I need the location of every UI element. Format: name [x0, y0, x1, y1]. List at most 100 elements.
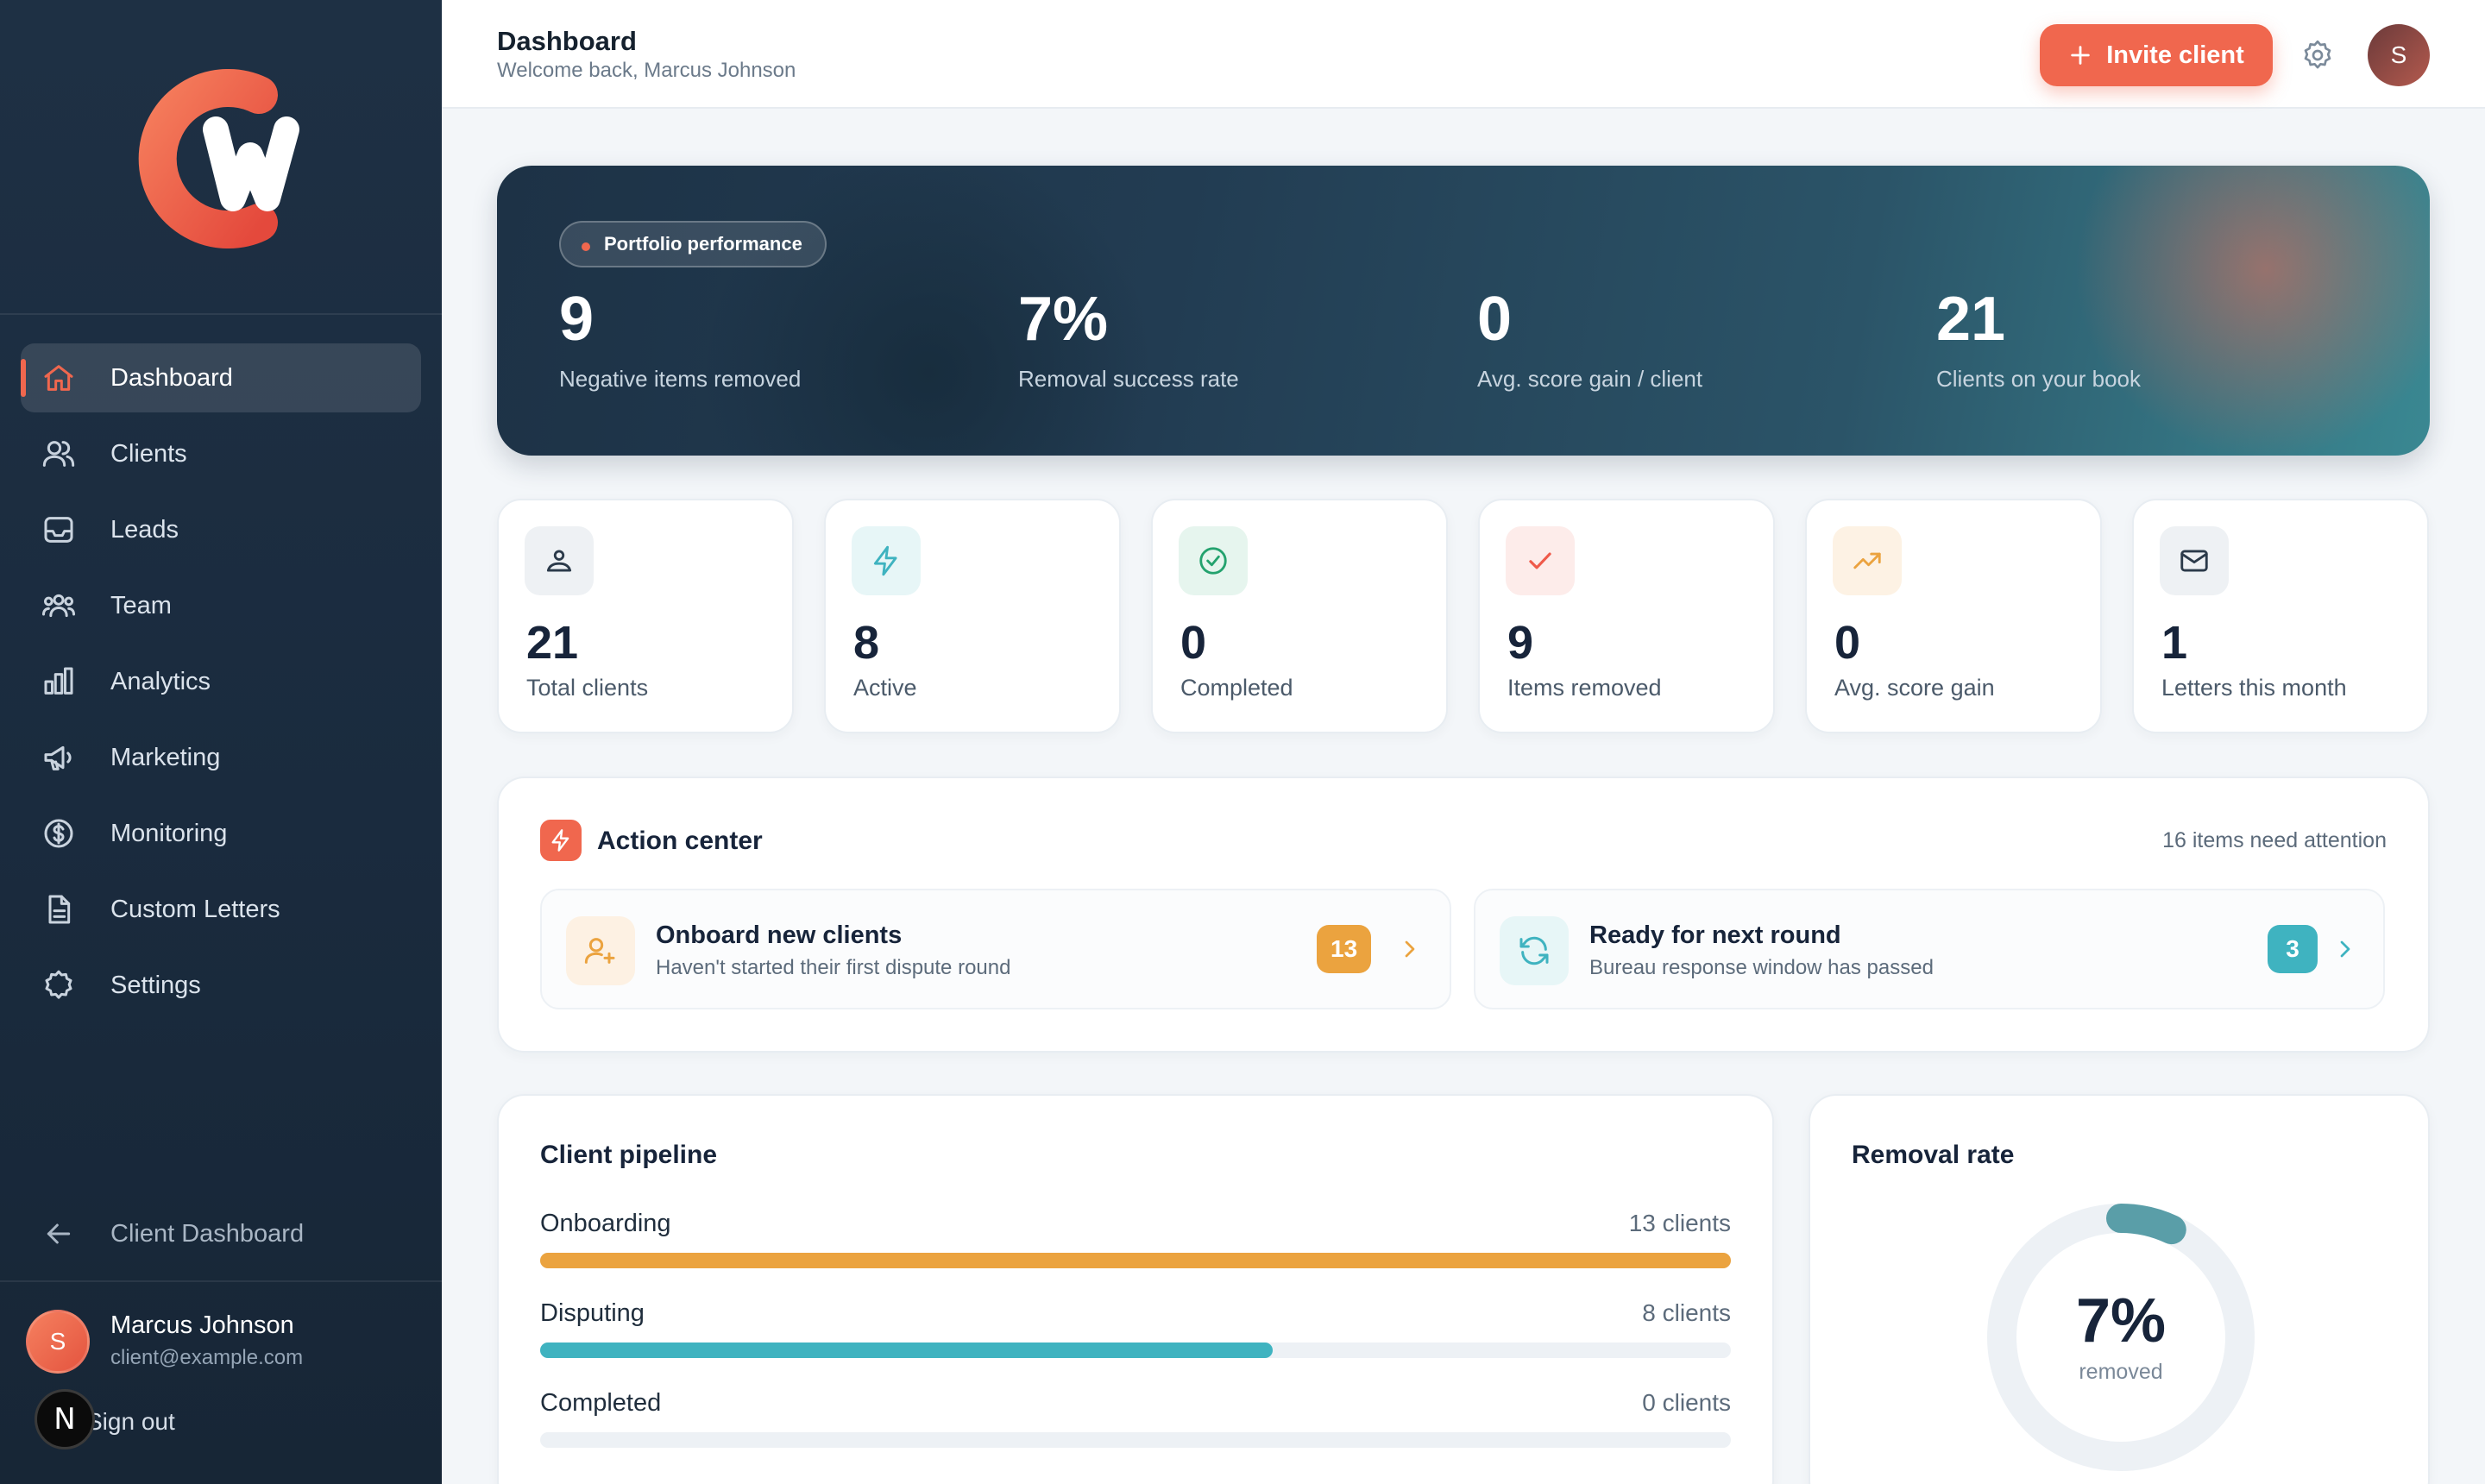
arrow-left-icon [41, 1217, 76, 1251]
home-icon [41, 361, 76, 395]
action-center-title: Action center [597, 827, 763, 855]
sidebar-item-label: Clients [110, 439, 187, 468]
portfolio-hero: Portfolio performance 9 Negative items r… [497, 166, 2430, 456]
megaphone-icon [41, 740, 76, 775]
hero-stat-success-rate: 7% Removal success rate [1018, 288, 1239, 393]
pipeline-fill [540, 1343, 1273, 1358]
sidebar-item-custom-letters[interactable]: Custom Letters [21, 875, 421, 944]
invite-client-button[interactable]: Invite client [2040, 24, 2273, 86]
client-dashboard-label: Client Dashboard [110, 1219, 305, 1248]
sidebar-item-label: Leads [110, 515, 179, 544]
stat-card-items-removed[interactable]: 9 Items removed [1478, 499, 1775, 733]
sidebar-item-analytics[interactable]: Analytics [21, 647, 421, 716]
pipeline-label: Disputing [540, 1299, 645, 1327]
sidebar-item-label: Monitoring [110, 819, 228, 847]
header-avatar[interactable]: S [2368, 24, 2430, 86]
sidebar-divider [0, 1280, 442, 1282]
chevron-right-icon [2331, 935, 2359, 963]
hero-stat-value: 0 [1477, 285, 1513, 354]
onboard-clients-item[interactable]: Onboard new clients Haven't started thei… [540, 889, 1451, 1009]
sidebar-item-label: Settings [110, 971, 201, 999]
sidebar: Dashboard Clients Leads Team Analytics [0, 0, 442, 1484]
hero-stat-value: 21 [1936, 285, 2006, 354]
sidebar-item-marketing[interactable]: Marketing [21, 723, 421, 792]
sidebar-item-label: Team [110, 591, 172, 619]
sidebar-nav: Dashboard Clients Leads Team Analytics [21, 343, 421, 1027]
sidebar-item-team[interactable]: Team [21, 571, 421, 640]
sidebar-item-clients[interactable]: Clients [21, 419, 421, 488]
stat-value: 0 [1834, 617, 1861, 669]
cw-logo[interactable] [129, 69, 337, 250]
stat-value: 21 [526, 617, 579, 669]
sidebar-item-dashboard[interactable]: Dashboard [21, 343, 421, 412]
user-icon [525, 526, 594, 595]
lightning-icon [852, 526, 921, 595]
team-icon [41, 588, 76, 623]
next-dev-badge[interactable]: N [35, 1389, 95, 1449]
removal-rate-panel: Removal rate 7% removed [1809, 1094, 2430, 1484]
sign-out-button[interactable]: Sign out [86, 1408, 175, 1435]
top-header: Dashboard Welcome back, Marcus Johnson I… [442, 0, 2485, 109]
hero-stat-label: Removal success rate [1018, 366, 1239, 392]
removal-rate-value: 7% [2075, 1286, 2167, 1355]
client-pipeline: Client pipeline Onboarding 13 clients Di… [497, 1094, 1774, 1484]
users-icon [41, 437, 76, 471]
sidebar-item-label: Dashboard [110, 363, 233, 392]
count-badge: 13 [1317, 925, 1372, 973]
hero-stat-value: 7% [1018, 285, 1109, 354]
sidebar-item-settings[interactable]: Settings [21, 951, 421, 1020]
pipeline-track [540, 1343, 1731, 1358]
action-item-subtitle: Haven't started their first dispute roun… [656, 956, 1011, 979]
pipeline-track [540, 1253, 1731, 1268]
sidebar-item-monitoring[interactable]: Monitoring [21, 799, 421, 868]
bar-chart-icon [41, 664, 76, 699]
sidebar-item-leads[interactable]: Leads [21, 495, 421, 564]
hero-stat-value: 9 [559, 285, 595, 354]
page-subtitle: Welcome back, Marcus Johnson [497, 59, 796, 82]
action-item-title: Ready for next round [1589, 921, 1841, 949]
lightning-icon [540, 820, 582, 861]
stat-label: Active [853, 675, 917, 701]
donut-fill [1987, 1204, 2255, 1471]
pipeline-fill [540, 1253, 1731, 1268]
client-dashboard-link[interactable]: Client Dashboard [41, 1208, 304, 1260]
user-plus-icon [566, 916, 635, 985]
count-badge: 3 [2268, 925, 2318, 973]
avatar[interactable]: S [26, 1310, 90, 1374]
hero-stat-label: Negative items removed [559, 366, 802, 392]
stat-value: 8 [853, 617, 880, 669]
stat-label: Items removed [1507, 675, 1662, 701]
pipeline-track [540, 1432, 1731, 1448]
stat-card-completed[interactable]: 0 Completed [1151, 499, 1448, 733]
hero-stat-items-removed: 9 Negative items removed [559, 288, 801, 393]
stat-value: 9 [1507, 617, 1534, 669]
sidebar-item-label: Custom Letters [110, 895, 280, 923]
action-item-subtitle: Bureau response window has passed [1589, 956, 1934, 979]
sidebar-item-label: Analytics [110, 667, 211, 695]
trend-up-icon [1833, 526, 1902, 595]
user-name: Marcus Johnson [110, 1311, 294, 1339]
pipeline-count: 13 clients [1628, 1210, 1731, 1236]
stat-card-avg-score-gain[interactable]: 0 Avg. score gain [1805, 499, 2102, 733]
pipeline-count: 0 clients [1642, 1389, 1731, 1416]
portfolio-performance-pill: Portfolio performance [559, 221, 827, 267]
pipeline-count: 8 clients [1642, 1299, 1731, 1326]
plus-icon [2068, 43, 2092, 67]
mail-icon [2160, 526, 2229, 595]
sidebar-divider [0, 313, 442, 315]
settings-gear-icon[interactable] [2300, 38, 2335, 72]
check-icon [1506, 526, 1575, 595]
stat-label: Completed [1180, 675, 1293, 701]
stat-card-letters[interactable]: 1 Letters this month [2132, 499, 2429, 733]
gear-icon [41, 968, 76, 1003]
document-icon [41, 892, 76, 927]
ready-next-round-item[interactable]: Ready for next round Bureau response win… [1474, 889, 2385, 1009]
hero-stat-clients: 21 Clients on your book [1936, 288, 2141, 393]
stat-card-active[interactable]: 8 Active [824, 499, 1121, 733]
check-circle-icon [1179, 526, 1248, 595]
stat-label: Letters this month [2161, 675, 2347, 701]
stat-label: Avg. score gain [1834, 675, 1995, 701]
removal-rate-donut [1987, 1204, 2255, 1471]
stat-card-total-clients[interactable]: 21 Total clients [497, 499, 794, 733]
dollar-circle-icon [41, 816, 76, 851]
